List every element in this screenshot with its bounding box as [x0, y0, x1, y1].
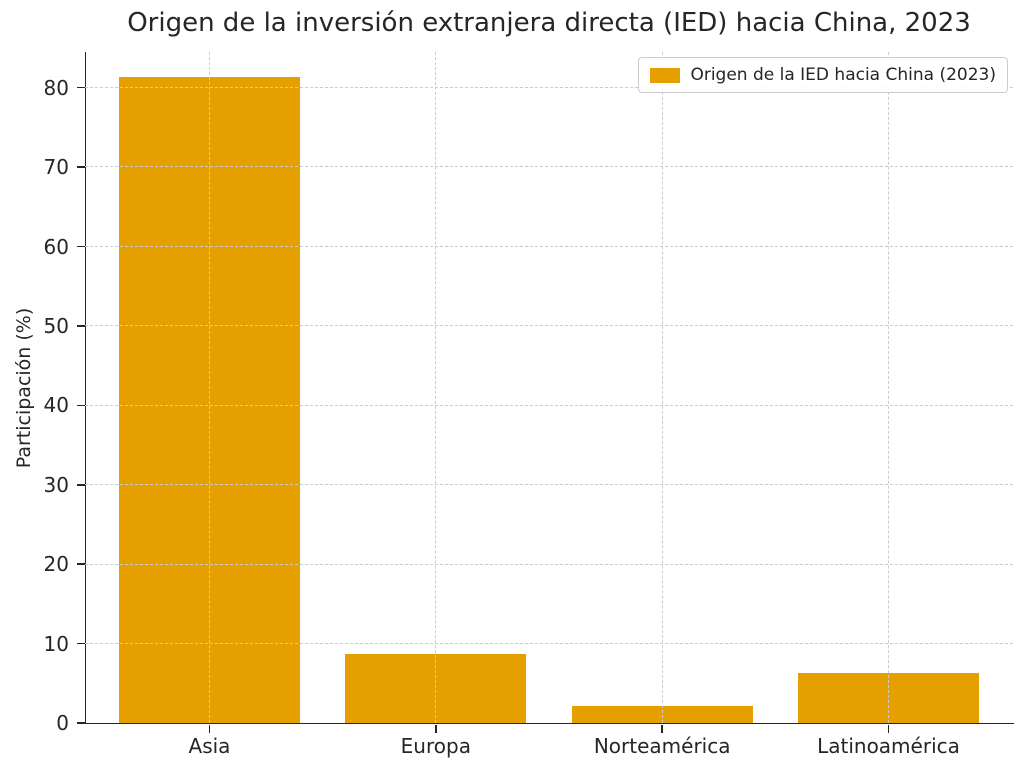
y-tick-label: 80	[43, 75, 69, 100]
y-tick-label: 40	[43, 393, 69, 418]
legend: Origen de la IED hacia China (2023)	[638, 57, 1008, 93]
y-tick-label: 10	[43, 631, 69, 656]
gridline-horizontal	[85, 404, 1013, 406]
y-tick-mark	[77, 642, 85, 645]
y-tick-mark	[77, 404, 85, 407]
y-tick-label: 50	[43, 313, 69, 338]
legend-swatch-icon	[650, 67, 681, 83]
y-tick-mark	[77, 86, 85, 89]
y-tick-mark	[77, 166, 85, 168]
legend-label: Origen de la IED hacia China (2023)	[690, 65, 996, 85]
gridline-horizontal	[85, 325, 1013, 327]
gridline-horizontal	[85, 484, 1013, 486]
gridline-vertical	[887, 52, 889, 723]
y-tick-mark	[77, 484, 85, 486]
y-tick-label: 30	[43, 472, 69, 497]
x-tick-mark	[661, 724, 663, 733]
gridline-vertical	[208, 52, 210, 723]
x-tick-label-norteamérica: Norteamérica	[593, 734, 731, 758]
gridline-horizontal	[85, 87, 1013, 89]
x-tick-mark	[887, 724, 890, 733]
gridline-horizontal	[85, 563, 1013, 565]
y-tick-label: 0	[56, 711, 69, 735]
x-tick-mark	[208, 724, 211, 733]
x-tick-label-asia: Asia	[188, 734, 231, 758]
chart-title: Origen de la inversión extranjera direct…	[127, 8, 971, 38]
y-tick-mark	[77, 245, 85, 248]
gridline-horizontal	[85, 245, 1013, 247]
plot-area	[85, 52, 1014, 724]
x-tick-mark	[435, 724, 437, 733]
y-tick-label: 60	[43, 234, 69, 259]
y-tick-label: 20	[43, 552, 69, 577]
y-tick-mark	[77, 722, 85, 724]
x-tick-label-latinoamérica: Latinoamérica	[817, 734, 960, 758]
x-tick-label-europa: Europa	[400, 734, 471, 758]
y-tick-label: 70	[43, 155, 69, 180]
gridline-vertical	[661, 52, 663, 723]
gridline-horizontal	[85, 166, 1013, 168]
y-tick-mark	[77, 563, 85, 565]
gridline-horizontal	[85, 642, 1013, 644]
y-tick-mark	[77, 325, 85, 327]
gridline-vertical	[435, 52, 437, 723]
